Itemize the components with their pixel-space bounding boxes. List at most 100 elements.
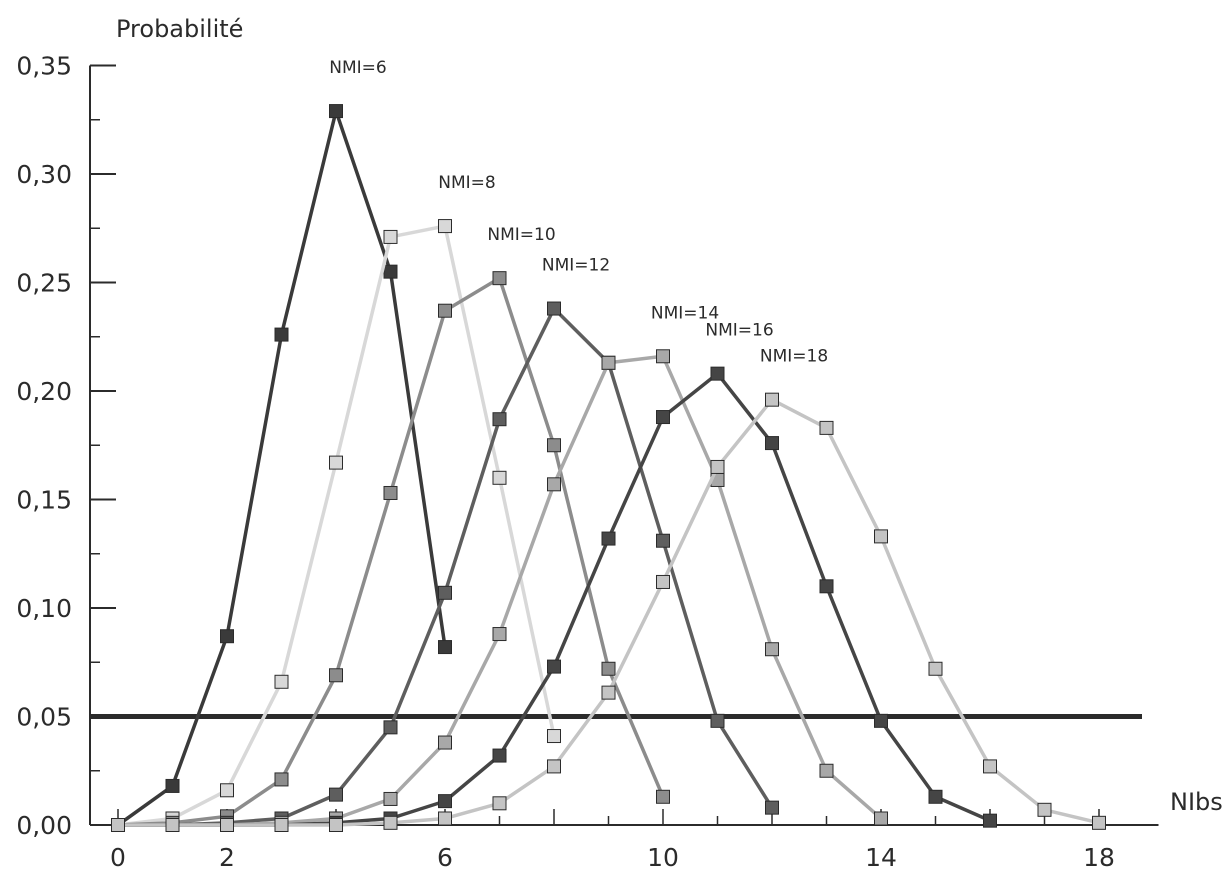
data-point <box>438 735 452 750</box>
data-point <box>111 818 125 832</box>
x-tick-label: 0 <box>110 843 126 871</box>
data-point <box>547 759 561 774</box>
data-point <box>492 271 507 286</box>
y-tick-label: 0,25 <box>16 269 72 298</box>
data-point <box>383 815 398 830</box>
data-point <box>601 355 616 370</box>
data-point <box>274 327 289 342</box>
data-point <box>383 229 398 244</box>
data-point <box>819 420 834 435</box>
series-nmi-10 <box>111 271 670 832</box>
data-point <box>492 748 507 763</box>
data-point <box>819 579 834 594</box>
series-nmi-6 <box>111 104 452 832</box>
data-point <box>1037 802 1052 817</box>
data-point <box>710 366 725 381</box>
data-point <box>874 811 888 826</box>
data-point <box>547 301 561 316</box>
series-label: NMI=12 <box>542 256 610 276</box>
data-point <box>438 811 452 826</box>
x-tick-label: 6 <box>437 843 453 871</box>
data-point <box>656 533 670 548</box>
data-point <box>601 661 616 676</box>
data-point <box>329 787 343 802</box>
series-label: NMI=14 <box>651 303 719 323</box>
data-point <box>438 303 452 318</box>
data-point <box>765 642 779 657</box>
data-point <box>438 585 452 600</box>
series-line <box>117 276 665 827</box>
data-point <box>492 796 507 811</box>
x-tick-label: 10 <box>647 843 679 871</box>
data-point <box>220 629 234 644</box>
data-point <box>765 392 779 407</box>
series-line <box>118 397 1100 827</box>
data-point <box>874 529 888 544</box>
y-tick-label: 0,00 <box>16 811 72 840</box>
data-point <box>1092 815 1106 830</box>
data-point <box>983 759 997 774</box>
data-point <box>983 813 997 828</box>
series-nmi-12 <box>111 301 779 832</box>
data-point <box>438 219 452 234</box>
data-point <box>874 713 888 728</box>
series-label: NMI=10 <box>487 225 555 245</box>
y-tick-label: 0,15 <box>16 486 72 515</box>
y-tick-label: 0,10 <box>16 594 72 623</box>
data-point <box>928 789 943 804</box>
data-point <box>329 818 343 832</box>
series-nmi-18 <box>111 392 1106 832</box>
data-point <box>656 349 670 364</box>
data-point <box>656 789 670 804</box>
data-point <box>547 659 561 674</box>
data-point <box>165 778 180 793</box>
data-point <box>928 661 943 676</box>
data-point <box>329 455 343 470</box>
data-point <box>383 264 398 279</box>
series-layer <box>111 104 1106 832</box>
data-point <box>492 470 507 485</box>
series-label: NMI=6 <box>329 58 386 78</box>
series-label: NMI=18 <box>760 347 828 367</box>
x-tick-label: 2 <box>219 843 235 871</box>
data-point <box>765 800 779 815</box>
data-point <box>329 668 343 683</box>
data-point <box>274 818 289 832</box>
data-point <box>601 531 616 546</box>
data-point <box>656 574 670 589</box>
data-point <box>274 772 289 787</box>
data-point <box>383 485 398 500</box>
y-tick-label: 0,05 <box>16 703 72 732</box>
data-point <box>220 818 234 832</box>
series-label: NMI=8 <box>438 173 495 193</box>
data-point <box>383 720 398 735</box>
y-tick-label: 0,20 <box>16 377 72 406</box>
series-label: NMI=16 <box>705 321 773 341</box>
data-point <box>492 627 507 642</box>
data-point <box>329 104 343 119</box>
x-axis-title: NIbs <box>1170 788 1223 816</box>
data-point <box>165 818 180 832</box>
data-point <box>547 729 561 744</box>
data-point <box>710 459 725 474</box>
data-point <box>601 685 616 700</box>
axes: 0,00 0,05 0,10 0,15 0,20 0,25 0,30 0,35 0 2 6 10 14 1… <box>16 15 1222 871</box>
data-point <box>274 674 289 689</box>
data-point <box>547 438 561 453</box>
data-point <box>438 640 452 655</box>
series-line <box>117 224 556 827</box>
data-point <box>765 436 779 451</box>
y-tick-label: 0,30 <box>16 160 72 189</box>
x-tick-label: 14 <box>865 843 897 871</box>
data-point <box>438 794 452 809</box>
data-point <box>819 763 834 778</box>
y-axis-title: Probabilité <box>116 15 243 43</box>
data-point <box>220 783 234 798</box>
data-point <box>547 477 561 492</box>
data-point <box>710 713 725 728</box>
data-point <box>383 791 398 806</box>
data-point <box>656 410 670 425</box>
series-nmi-8 <box>111 219 561 832</box>
